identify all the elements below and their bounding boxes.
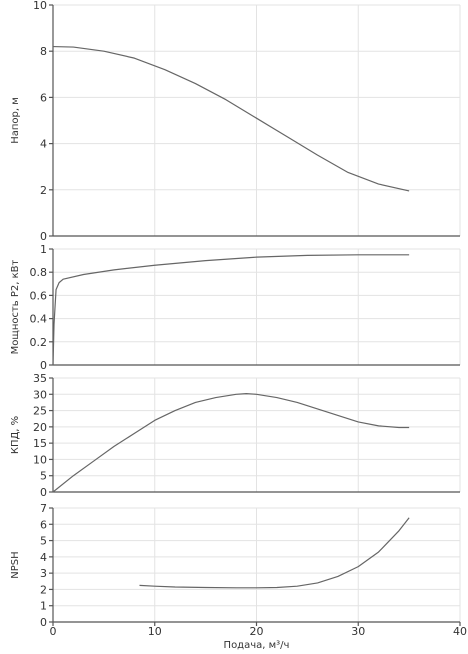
npsh-curve: [139, 517, 410, 589]
npsh-xtick-label: 20: [250, 625, 264, 638]
efficiency-y-axis-title: КПД, %: [10, 416, 21, 454]
npsh-ytick-label: 1: [40, 600, 47, 613]
power-ytick-label: 0.2: [30, 336, 48, 349]
x-axis-title: Подача, м³/ч: [224, 640, 290, 651]
power-ytick-label: 1: [40, 243, 47, 256]
npsh-ytick-label: 6: [40, 518, 47, 531]
efficiency-ytick-label: 30: [33, 388, 47, 401]
head-ytick-label: 8: [40, 45, 47, 58]
power-ytick-label: 0.8: [30, 266, 48, 279]
head-ytick-label: 10: [33, 0, 47, 12]
npsh-xtick-label: 10: [148, 625, 162, 638]
head-ytick-label: 4: [40, 138, 47, 151]
npsh-xtick-label: 40: [453, 625, 467, 638]
power-y-axis-title: Мощность P2, кВт: [10, 259, 21, 354]
efficiency-ytick-label: 35: [33, 372, 47, 385]
npsh-ytick-label: 3: [40, 567, 47, 580]
npsh-ytick-label: 5: [40, 535, 47, 548]
head-y-axis-title: Напор, м: [10, 97, 21, 144]
head-ytick-label: 6: [40, 91, 47, 104]
npsh-ytick-label: 0: [40, 616, 47, 629]
head-ytick-label: 0: [40, 230, 47, 243]
efficiency-ytick-label: 15: [33, 437, 47, 450]
npsh-ytick-label: 2: [40, 583, 47, 596]
npsh-ytick-label: 4: [40, 551, 47, 564]
head-curve: [52, 45, 410, 192]
head-ytick-label: 2: [40, 184, 47, 197]
power-ytick-label: 0: [40, 359, 47, 372]
power-curve: [52, 254, 410, 366]
efficiency-ytick-label: 0: [40, 486, 47, 499]
npsh-ytick-label: 7: [40, 502, 47, 515]
npsh-xtick-label: 0: [50, 625, 57, 638]
efficiency-curve: [52, 393, 410, 493]
efficiency-ytick-label: 20: [33, 421, 47, 434]
power-ytick-label: 0.6: [30, 289, 48, 302]
efficiency-ytick-label: 5: [40, 470, 47, 483]
power-ytick-label: 0.4: [30, 313, 48, 326]
npsh-y-axis-title: NPSH: [10, 551, 21, 578]
npsh-xtick-label: 30: [351, 625, 365, 638]
efficiency-ytick-label: 10: [33, 453, 47, 466]
efficiency-ytick-label: 25: [33, 405, 47, 418]
